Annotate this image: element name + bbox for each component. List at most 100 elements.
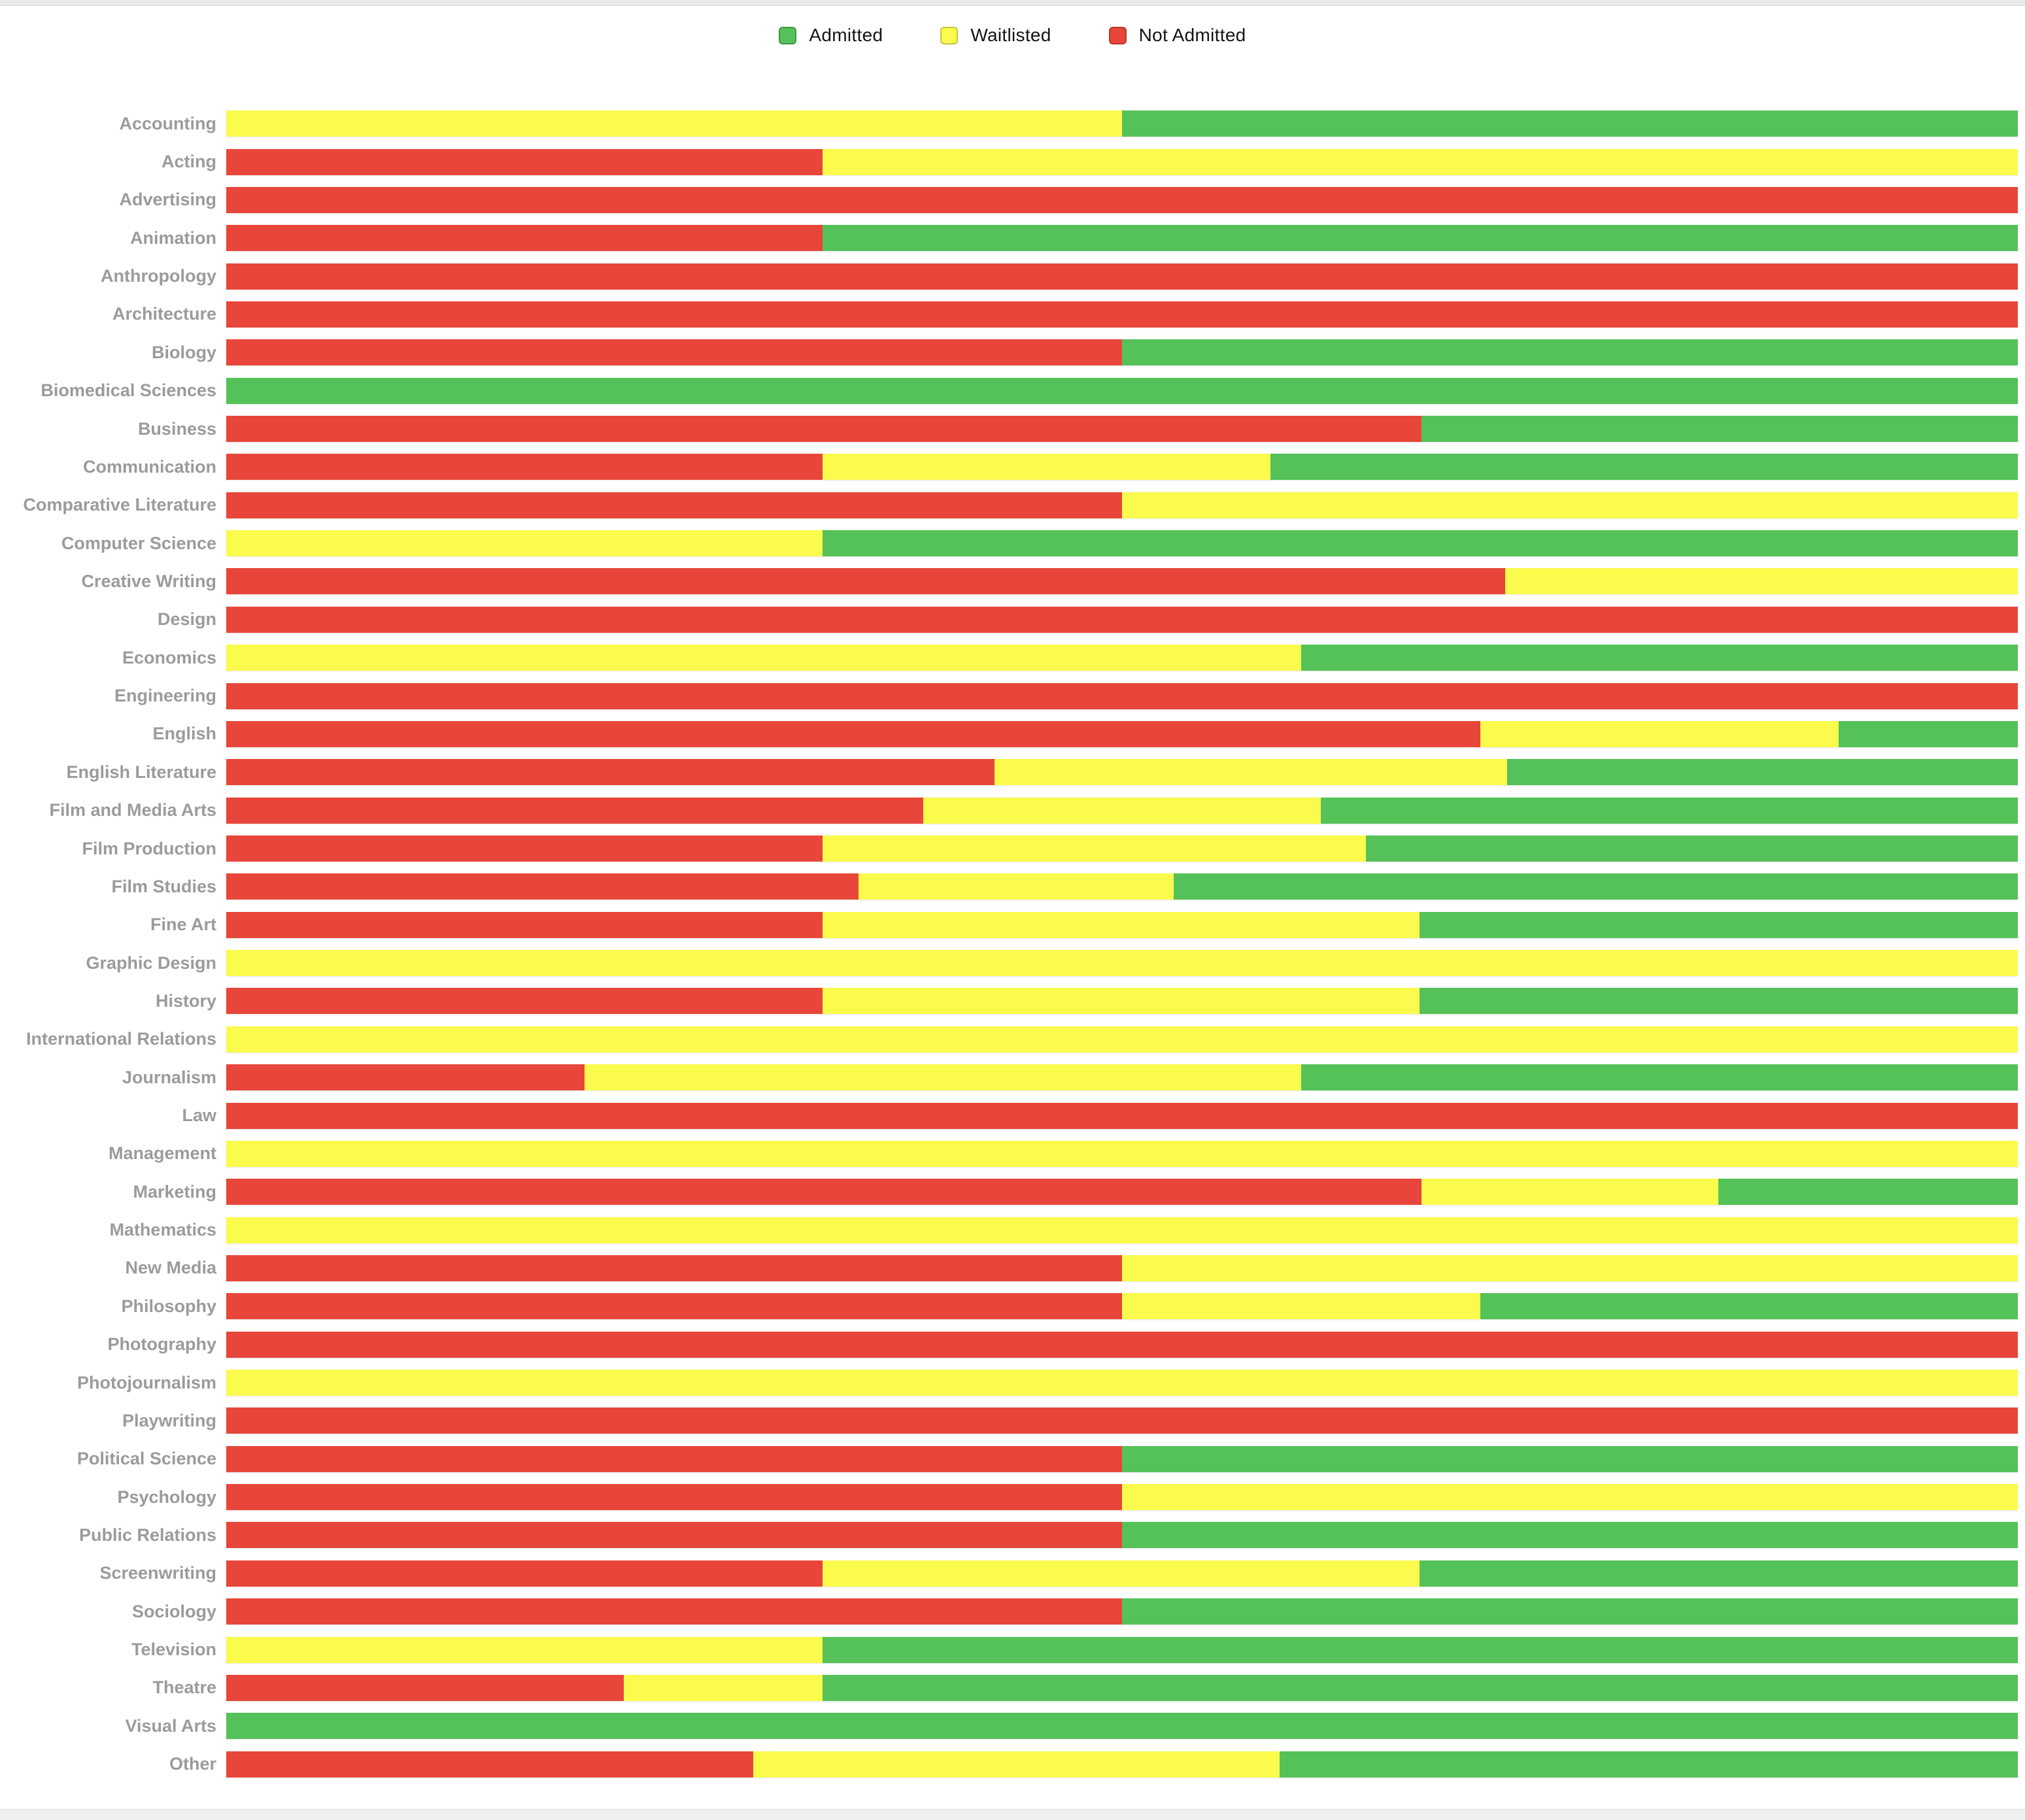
stacked-bar[interactable]: [226, 645, 2018, 671]
bar-segment-not_admitted[interactable]: [226, 720, 1480, 747]
stacked-bar[interactable]: [226, 606, 2018, 633]
bar-segment-waitlisted[interactable]: [226, 1026, 2018, 1053]
bar-segment-not_admitted[interactable]: [226, 492, 1122, 518]
bar-segment-admitted[interactable]: [1718, 1179, 2018, 1205]
bar-segment-admitted[interactable]: [823, 1674, 2018, 1701]
bar-segment-not_admitted[interactable]: [226, 301, 2018, 328]
bar-segment-waitlisted[interactable]: [226, 1217, 2018, 1243]
bar-segment-admitted[interactable]: [1174, 873, 2018, 900]
bar-segment-not_admitted[interactable]: [226, 606, 2018, 633]
bar-segment-not_admitted[interactable]: [226, 568, 1506, 595]
stacked-bar[interactable]: [226, 1255, 2018, 1281]
bar-segment-admitted[interactable]: [823, 530, 2018, 557]
bar-segment-admitted[interactable]: [1301, 1064, 2018, 1091]
bar-segment-waitlisted[interactable]: [1122, 492, 2018, 518]
bar-segment-waitlisted[interactable]: [226, 1636, 823, 1663]
bar-segment-waitlisted[interactable]: [226, 1140, 2018, 1167]
bar-segment-waitlisted[interactable]: [823, 988, 1420, 1015]
bar-segment-not_admitted[interactable]: [226, 873, 859, 900]
stacked-bar[interactable]: [226, 1751, 2018, 1778]
bar-segment-not_admitted[interactable]: [226, 263, 2018, 290]
stacked-bar[interactable]: [226, 911, 2018, 938]
stacked-bar[interactable]: [226, 339, 2018, 366]
bar-segment-waitlisted[interactable]: [923, 797, 1321, 824]
stacked-bar[interactable]: [226, 720, 2018, 747]
bar-segment-waitlisted[interactable]: [624, 1674, 823, 1701]
stacked-bar[interactable]: [226, 1293, 2018, 1320]
stacked-bar[interactable]: [226, 1140, 2018, 1167]
bar-segment-not_admitted[interactable]: [226, 682, 2018, 709]
bar-segment-admitted[interactable]: [226, 1713, 2018, 1740]
bar-segment-waitlisted[interactable]: [1122, 1484, 2018, 1511]
bar-segment-admitted[interactable]: [1122, 110, 2018, 137]
bar-segment-not_admitted[interactable]: [226, 1293, 1122, 1320]
stacked-bar[interactable]: [226, 148, 2018, 175]
stacked-bar[interactable]: [226, 1636, 2018, 1663]
stacked-bar[interactable]: [226, 835, 2018, 862]
bar-segment-not_admitted[interactable]: [226, 148, 823, 175]
bar-segment-admitted[interactable]: [1321, 797, 2018, 824]
bar-segment-admitted[interactable]: [1480, 1293, 2018, 1320]
bar-segment-waitlisted[interactable]: [585, 1064, 1301, 1091]
bar-segment-not_admitted[interactable]: [226, 186, 2018, 213]
bar-segment-not_admitted[interactable]: [226, 911, 823, 938]
bar-segment-admitted[interactable]: [1122, 1445, 2018, 1472]
stacked-bar[interactable]: [226, 1484, 2018, 1511]
stacked-bar[interactable]: [226, 568, 2018, 595]
bar-segment-admitted[interactable]: [823, 225, 2018, 252]
bar-segment-waitlisted[interactable]: [823, 454, 1271, 480]
bar-segment-not_admitted[interactable]: [226, 1102, 2018, 1129]
stacked-bar[interactable]: [226, 416, 2018, 443]
bar-segment-waitlisted[interactable]: [859, 873, 1174, 900]
stacked-bar[interactable]: [226, 682, 2018, 709]
bar-segment-not_admitted[interactable]: [226, 1179, 1421, 1205]
stacked-bar[interactable]: [226, 1560, 2018, 1587]
bar-segment-not_admitted[interactable]: [226, 416, 1421, 443]
bar-segment-not_admitted[interactable]: [226, 1598, 1122, 1625]
bar-segment-waitlisted[interactable]: [823, 911, 1420, 938]
stacked-bar[interactable]: [226, 1217, 2018, 1243]
bar-segment-admitted[interactable]: [1365, 835, 2018, 862]
bar-segment-not_admitted[interactable]: [226, 835, 823, 862]
stacked-bar[interactable]: [226, 1674, 2018, 1701]
bar-segment-not_admitted[interactable]: [226, 759, 995, 786]
bar-segment-not_admitted[interactable]: [226, 1560, 823, 1587]
bar-segment-admitted[interactable]: [1122, 1598, 2018, 1625]
bar-segment-waitlisted[interactable]: [995, 759, 1508, 786]
bar-segment-admitted[interactable]: [1280, 1751, 2018, 1778]
bar-segment-not_admitted[interactable]: [226, 1255, 1122, 1281]
bar-segment-waitlisted[interactable]: [226, 530, 823, 557]
stacked-bar[interactable]: [226, 873, 2018, 900]
stacked-bar[interactable]: [226, 1445, 2018, 1472]
legend-item-waitlisted[interactable]: Waitlisted: [940, 25, 1051, 46]
bar-segment-not_admitted[interactable]: [226, 1445, 1122, 1472]
bar-segment-admitted[interactable]: [1122, 1522, 2018, 1549]
bar-segment-waitlisted[interactable]: [226, 1370, 2018, 1396]
stacked-bar[interactable]: [226, 1598, 2018, 1625]
bar-segment-waitlisted[interactable]: [1480, 720, 1839, 747]
bar-segment-not_admitted[interactable]: [226, 1674, 624, 1701]
stacked-bar[interactable]: [226, 1370, 2018, 1396]
stacked-bar[interactable]: [226, 110, 2018, 137]
bar-segment-admitted[interactable]: [1270, 454, 2018, 480]
stacked-bar[interactable]: [226, 225, 2018, 252]
bar-segment-not_admitted[interactable]: [226, 1064, 585, 1091]
bar-segment-waitlisted[interactable]: [823, 1560, 1420, 1587]
bar-segment-waitlisted[interactable]: [823, 835, 1366, 862]
bar-segment-not_admitted[interactable]: [226, 988, 823, 1015]
stacked-bar[interactable]: [226, 1522, 2018, 1549]
bar-segment-not_admitted[interactable]: [226, 1407, 2018, 1434]
stacked-bar[interactable]: [226, 492, 2018, 518]
stacked-bar[interactable]: [226, 1179, 2018, 1205]
bar-segment-admitted[interactable]: [1419, 1560, 2018, 1587]
stacked-bar[interactable]: [226, 950, 2018, 977]
stacked-bar[interactable]: [226, 1102, 2018, 1129]
stacked-bar[interactable]: [226, 454, 2018, 480]
bar-segment-admitted[interactable]: [1421, 416, 2018, 443]
bar-segment-admitted[interactable]: [1122, 339, 2018, 366]
bar-segment-waitlisted[interactable]: [226, 950, 2018, 977]
bar-segment-not_admitted[interactable]: [226, 1484, 1122, 1511]
bar-segment-waitlisted[interactable]: [1421, 1179, 1719, 1205]
bar-segment-waitlisted[interactable]: [1505, 568, 2018, 595]
bar-segment-waitlisted[interactable]: [753, 1751, 1280, 1778]
